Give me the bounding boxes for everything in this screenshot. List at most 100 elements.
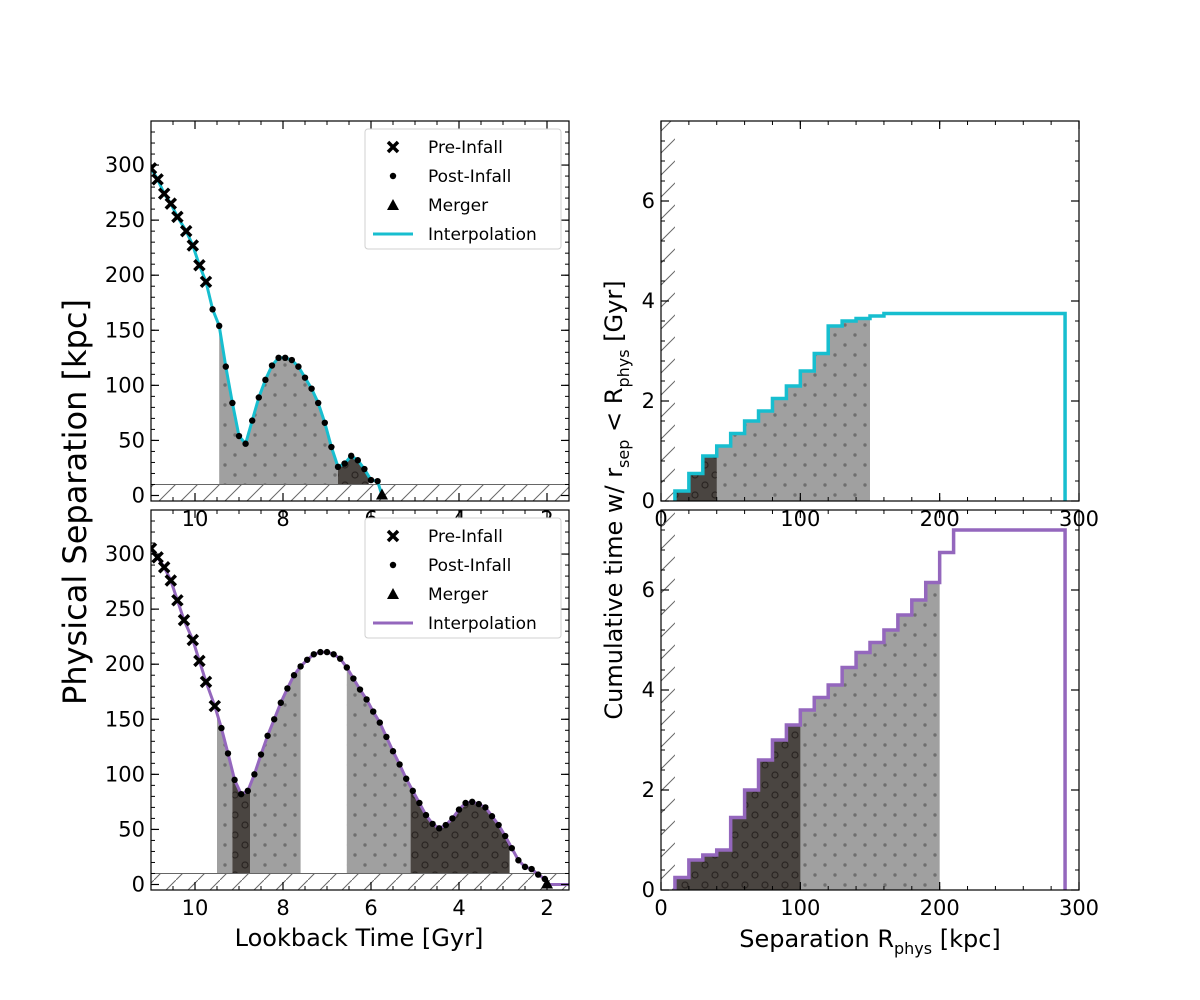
post-infall-point (488, 813, 496, 820)
post-infall-point (337, 655, 344, 662)
x-tick-label: 10 (182, 896, 209, 920)
pre-infall-point (171, 594, 184, 607)
post-infall-point (429, 820, 436, 828)
y-tick-label: 250 (105, 208, 145, 232)
panel-bottom-left: 10 8 6 4 2 0 50 100 150 200 250 300 Pre-Infall Post-I… (105, 509, 570, 920)
cumulative-step-line (673, 311, 1067, 501)
post-infall-point (301, 374, 309, 381)
post-infall-point (288, 356, 295, 364)
x-tick-label: 300 (1059, 896, 1099, 920)
x-tick-label: 8 (276, 896, 289, 920)
legend-interpolation-label: Interpolation (428, 614, 537, 634)
legend-interpolation-label: Interpolation (428, 225, 537, 245)
post-infall-point (317, 648, 324, 656)
post-infall-point (284, 685, 291, 692)
post-infall-point (442, 821, 449, 829)
post-infall-point (416, 799, 423, 807)
y-tick-label: 100 (105, 762, 145, 786)
post-infall-point (370, 708, 377, 715)
axes-frame (150, 509, 570, 891)
y-tick-label: 4 (642, 678, 655, 702)
hatch-region (151, 484, 569, 501)
axes-frame (660, 120, 1080, 502)
y-tick-label: 150 (105, 707, 145, 731)
shaded-region-light-pattern (346, 667, 411, 874)
y-tick-label: 100 (105, 373, 145, 397)
post-infall-point (268, 362, 276, 369)
panel-top-left: 108642050100150200250300Pre-InfallPost-I… (105, 120, 570, 531)
legend-post-infall-marker (389, 172, 397, 180)
right-y-axis-label: Cumulative time w/ rsep < Rphys [Gyr] (600, 280, 633, 719)
legend-box (364, 128, 562, 250)
legend-merger-label: Merger (428, 196, 488, 216)
post-infall-point (330, 651, 337, 658)
post-infall-point (216, 322, 223, 330)
pre-infall-point (199, 675, 213, 689)
x-tick-label: 100 (780, 896, 820, 920)
post-infall-point (396, 761, 403, 768)
post-infall-point (295, 363, 302, 370)
y-tick-label: 50 (118, 817, 145, 841)
legend-pre-infall-marker (386, 529, 400, 543)
post-infall-point (209, 306, 216, 313)
y-tick-label: 200 (105, 263, 145, 287)
y-tick-label: 300 (105, 542, 145, 566)
post-infall-point (229, 399, 236, 407)
post-infall-point (361, 465, 368, 473)
legend-merger-marker (387, 588, 399, 599)
post-infall-point (341, 460, 348, 467)
shaded-region-dark-pattern (232, 771, 250, 874)
post-infall-point (502, 832, 509, 840)
shaded-region-light-pattern (674, 582, 940, 890)
legend-pre-infall-label: Pre-Infall (428, 138, 503, 158)
hatch-region (661, 121, 675, 501)
post-infall-point (242, 440, 249, 447)
y-tick-label: 6 (642, 189, 655, 213)
plot-area (151, 542, 569, 890)
plot-area (661, 121, 1067, 501)
plot-area (151, 162, 569, 501)
post-infall-point (469, 798, 476, 806)
post-infall-point (262, 376, 269, 384)
post-infall-point (255, 394, 262, 401)
y-tick-label: 150 (105, 318, 145, 342)
shaded-region-dark-pattern (674, 725, 801, 890)
pre-infall-point (208, 699, 222, 713)
post-infall-point (222, 363, 229, 370)
right-x-axis-label: Separation Rphys [kpc] (739, 925, 1001, 958)
legend-post-infall-label: Post-Infall (428, 167, 511, 187)
post-infall-point (528, 865, 535, 873)
post-infall-point (367, 476, 375, 484)
pre-infall-point (186, 633, 200, 647)
shaded-region-light-pattern (219, 325, 338, 485)
pre-infall-point (199, 275, 213, 289)
post-infall-point (535, 871, 542, 878)
pre-infall-point (186, 239, 200, 252)
post-infall-point (409, 787, 416, 795)
legend-merger-label: Merger (428, 585, 488, 605)
post-infall-point (282, 354, 289, 362)
shaded-region-light-pattern (250, 666, 301, 874)
plot-area (661, 510, 1067, 890)
post-infall-point (304, 656, 311, 663)
post-infall-point (244, 787, 251, 795)
hatch-region (151, 873, 569, 890)
y-tick-label: 0 (642, 878, 655, 902)
pre-infall-point (193, 654, 206, 668)
post-infall-point (297, 663, 304, 670)
pre-infall-point (164, 197, 178, 210)
post-infall-point (462, 799, 469, 807)
pre-infall-point (171, 210, 184, 224)
post-infall-point (271, 716, 278, 723)
post-infall-point (323, 648, 331, 656)
axes-frame (660, 509, 1080, 891)
cumulative-step-line (673, 528, 1067, 890)
legend-pre-infall-label: Pre-Infall (428, 527, 503, 547)
post-infall-point (508, 844, 515, 852)
x-tick-label: 8 (276, 507, 289, 531)
x-tick-label: 6 (364, 896, 377, 920)
legend-post-infall-label: Post-Infall (428, 556, 511, 576)
post-infall-point (238, 790, 245, 798)
post-infall-point (277, 699, 284, 706)
